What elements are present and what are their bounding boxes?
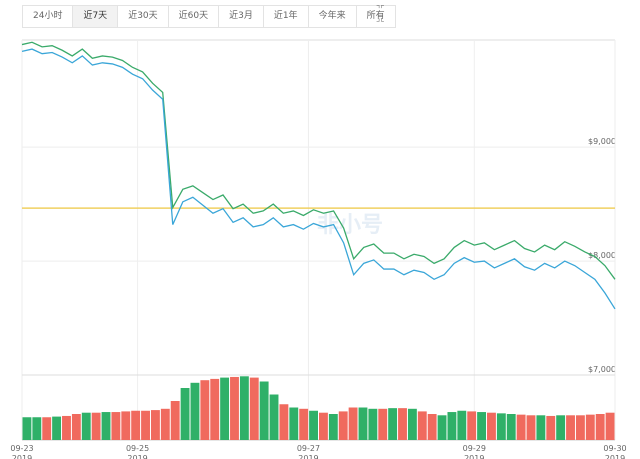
volume-bar <box>388 408 398 440</box>
volume-bar <box>220 377 230 440</box>
volume-bar <box>81 412 91 440</box>
volume-bar <box>487 412 496 440</box>
volume-bar <box>368 408 378 440</box>
x-tick-year: 2019 <box>127 454 147 459</box>
volume-bar <box>348 407 358 440</box>
volume-bar <box>299 408 309 440</box>
volume-bar <box>91 412 101 440</box>
x-tick-label: 09-29 <box>463 444 486 453</box>
range-button[interactable]: 近1年 <box>264 6 309 27</box>
x-tick-label: 09-25 <box>126 444 149 453</box>
volume-bar <box>279 404 289 440</box>
volume-bar <box>121 411 131 440</box>
volume-bar <box>309 410 318 440</box>
volume-bar <box>101 412 111 440</box>
volume-bar <box>457 410 467 440</box>
volume-bar <box>496 413 506 440</box>
volume-bar <box>398 408 407 440</box>
volume-bar <box>437 415 447 440</box>
x-tick-year: 2019 <box>12 454 32 459</box>
volume-bar <box>536 415 546 440</box>
volume-bar <box>22 417 32 440</box>
volume-bar <box>52 416 62 440</box>
volume-bar <box>200 380 210 440</box>
volume-bar <box>516 414 526 440</box>
volume-bar <box>328 414 338 440</box>
volume-bar <box>407 408 417 440</box>
range-button[interactable]: 所有 <box>366 11 385 21</box>
volume-bar <box>378 408 388 440</box>
volume-bar <box>575 415 585 440</box>
volume-bar <box>289 407 299 440</box>
volume-bar <box>566 415 575 440</box>
x-tick-label: 09-27 <box>297 444 320 453</box>
volume-bar <box>427 414 437 440</box>
volume-bar <box>32 417 42 440</box>
volume-bar <box>230 376 239 440</box>
volume-bar <box>190 382 200 440</box>
y-tick-label: $9,000 <box>588 137 616 146</box>
volume-bar <box>62 415 71 440</box>
range-button[interactable]: 近3月 <box>219 6 264 27</box>
volume-bar <box>526 415 536 440</box>
x-tick-year: 2019 <box>464 454 484 459</box>
volume-bar <box>585 414 595 440</box>
volume-bar <box>546 415 556 440</box>
volume-bar <box>417 411 427 440</box>
volume-bar <box>42 417 52 440</box>
volume-bar <box>605 412 615 440</box>
volume-bar <box>556 415 566 440</box>
volume-bar <box>595 414 605 440</box>
volume-bar <box>477 412 487 440</box>
y-tick-label: $8,000 <box>588 251 616 260</box>
volume-bar <box>239 376 249 440</box>
range-toolbar: 24小时 近7天 近30天 近60天 近3月 近1年 今年来 所有 <box>22 5 396 28</box>
volume-bar <box>249 377 259 440</box>
y-tick-label: $7,000 <box>588 365 616 374</box>
range-button[interactable]: 近30天 <box>118 6 169 27</box>
volume-bar <box>71 414 81 440</box>
volume-bar <box>338 411 348 440</box>
volume-bar <box>150 410 160 440</box>
volume-bar <box>111 412 121 440</box>
x-tick-year: 2019 <box>298 454 318 459</box>
x-tick-year: 2019 <box>605 454 625 459</box>
volume-bar <box>210 378 220 440</box>
x-tick-label: 09-23 <box>10 444 33 453</box>
volume-bar <box>259 381 269 440</box>
price-line <box>21 48 616 310</box>
volume-bar <box>131 410 141 440</box>
volume-bar <box>506 414 516 440</box>
volume-bar <box>358 407 368 440</box>
price-line <box>21 41 616 280</box>
x-tick-label: 09-30 <box>603 444 626 453</box>
volume-bar <box>141 410 150 440</box>
volume-bar <box>319 412 328 440</box>
range-button[interactable]: 24小时 <box>23 6 74 27</box>
expand-icon[interactable]: ⌝⌜ ⌟⌞ <box>376 5 385 24</box>
volume-bar <box>180 388 190 440</box>
range-button[interactable]: 近60天 <box>169 6 220 27</box>
volume-bar <box>170 401 180 440</box>
volume-bar <box>269 394 279 440</box>
volume-bar <box>467 411 477 440</box>
range-button[interactable]: 今年来 <box>309 6 357 27</box>
volume-bar <box>160 408 170 440</box>
range-button[interactable]: 近7天 <box>73 6 119 27</box>
volume-bar <box>447 412 457 440</box>
